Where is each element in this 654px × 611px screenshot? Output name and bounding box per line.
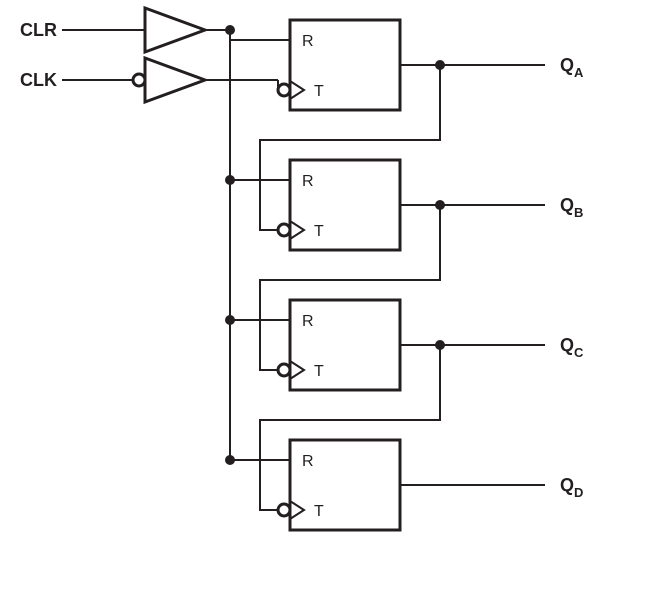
t-bubble [278, 504, 290, 516]
buffer-clr [145, 8, 205, 52]
ff-t-label: T [314, 223, 324, 240]
ff-r-label: R [302, 173, 314, 190]
ff-t-label: T [314, 83, 324, 100]
buffer-clk [145, 58, 205, 102]
label-clr: CLR [20, 20, 57, 40]
node [225, 455, 235, 465]
ff-t-label: T [314, 503, 324, 520]
node [225, 175, 235, 185]
ff-t-label: T [314, 363, 324, 380]
node [225, 25, 235, 35]
t-bubble [278, 364, 290, 376]
label-qb: QB [560, 195, 583, 220]
ff-r-label: R [302, 453, 314, 470]
t-bubble [278, 224, 290, 236]
label-qa: QA [560, 55, 584, 80]
node [225, 315, 235, 325]
ff-r-label: R [302, 33, 314, 50]
inv-bubble-clk [133, 74, 145, 86]
t-bubble [278, 84, 290, 96]
label-qd: QD [560, 475, 583, 500]
label-qc: QC [560, 335, 584, 360]
ff-r-label: R [302, 313, 314, 330]
flipflop-0: RT [225, 20, 545, 110]
label-clk: CLK [20, 70, 57, 90]
